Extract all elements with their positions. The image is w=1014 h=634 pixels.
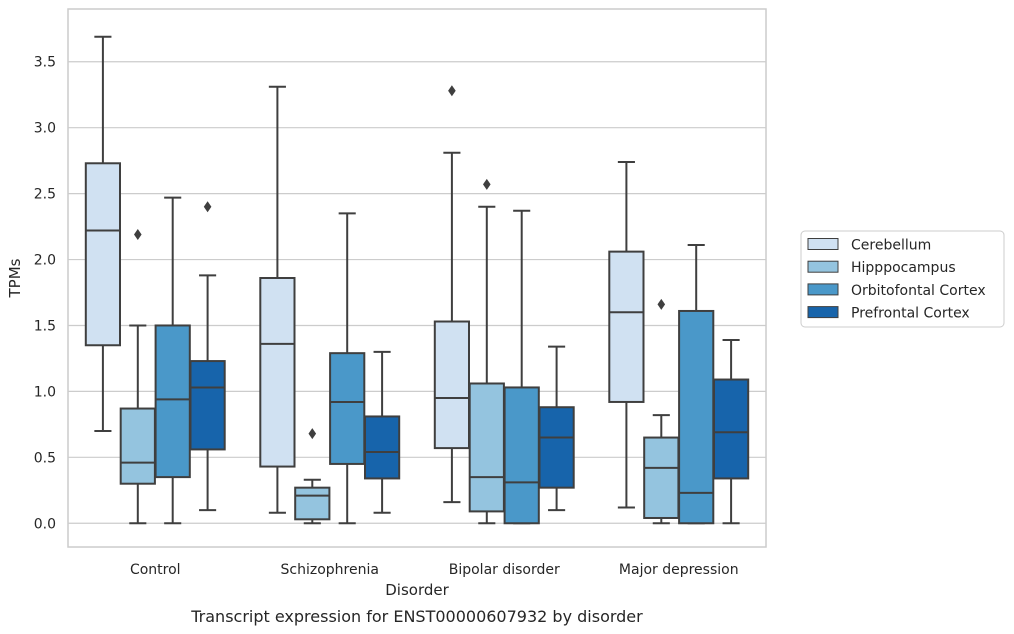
- box-0-0: [84, 35, 122, 432]
- legend-label: Hipppocampus: [851, 260, 956, 276]
- legend-label: Cerebellum: [851, 238, 931, 254]
- box-3-3: [712, 338, 750, 525]
- y-tick-label: 0.0: [34, 516, 56, 532]
- y-tick-label: 2.5: [34, 187, 56, 203]
- box-2-2: [503, 209, 540, 525]
- x-tick-label: Bipolar disorder: [449, 562, 560, 578]
- outlier-point: [657, 298, 666, 310]
- y-tick-label: 1.5: [34, 318, 56, 334]
- box-iqr: [468, 382, 505, 513]
- outlier-point: [308, 428, 317, 440]
- y-tick-label: 3.0: [34, 121, 56, 137]
- legend-label: Orbitofontal Cortex: [851, 283, 986, 299]
- x-tick-label: Major depression: [619, 562, 739, 578]
- y-axis-label: TPMs: [6, 258, 24, 298]
- plot-frame: [67, 8, 767, 548]
- box-0-2: [154, 196, 191, 525]
- box-2-1: [468, 178, 505, 525]
- box-3-1: [643, 298, 680, 525]
- box-iqr: [189, 360, 226, 451]
- box-iqr: [84, 162, 122, 347]
- outlier-point: [483, 178, 491, 190]
- outlier-point: [203, 201, 212, 213]
- box-iqr: [294, 486, 331, 521]
- box-iqr: [329, 352, 366, 465]
- box-iqr: [643, 436, 680, 519]
- x-tick-label: Control: [130, 562, 181, 578]
- figure-caption: Transcript expression for ENST0000060793…: [190, 607, 643, 626]
- box-iqr: [433, 320, 471, 450]
- box-1-0: [259, 85, 296, 514]
- box-iqr: [712, 378, 750, 480]
- legend: Cerebellum Hipppocampus Orbitofontal Corte…: [800, 230, 1005, 328]
- box-2-0: [433, 85, 471, 504]
- legend-swatch: [807, 260, 839, 273]
- box-1-3: [363, 350, 401, 514]
- x-axis-ticks: Control Schizophrenia Bipolar disorder Majo…: [130, 562, 739, 578]
- box-0-3: [189, 201, 226, 512]
- box-1-1: [294, 428, 331, 525]
- box-iqr: [538, 406, 575, 489]
- y-axis-ticks: 0.0 0.5 1.0 1.5 2.0 2.5 3.0 3.5: [34, 55, 56, 533]
- box-iqr: [259, 277, 296, 468]
- legend-swatch: [807, 306, 839, 319]
- box-iqr: [154, 324, 191, 479]
- box-3-0: [608, 160, 645, 509]
- y-tick-label: 0.5: [34, 450, 56, 466]
- box-0-1: [119, 228, 156, 525]
- x-tick-label: Schizophrenia: [281, 562, 379, 578]
- box-iqr: [678, 309, 715, 525]
- outlier-point: [448, 85, 456, 97]
- y-tick-label: 3.5: [34, 55, 56, 71]
- legend-frame: [800, 230, 1005, 328]
- y-tick-label: 2.0: [34, 253, 56, 269]
- box-iqr: [608, 250, 645, 403]
- legend-swatch: [807, 238, 839, 250]
- box-iqr: [363, 415, 401, 480]
- box-3-2: [678, 244, 715, 525]
- box-2-3: [538, 345, 575, 512]
- legend-swatch: [807, 283, 839, 296]
- plot-area: [84, 35, 750, 525]
- outlier-point: [134, 228, 142, 240]
- box-iqr: [119, 407, 156, 485]
- y-tick-label: 1.0: [34, 384, 56, 400]
- x-axis-label: Disorder: [385, 581, 449, 599]
- legend-label: Prefrontal Cortex: [851, 306, 970, 322]
- box-1-2: [329, 212, 366, 525]
- box-iqr: [503, 386, 540, 525]
